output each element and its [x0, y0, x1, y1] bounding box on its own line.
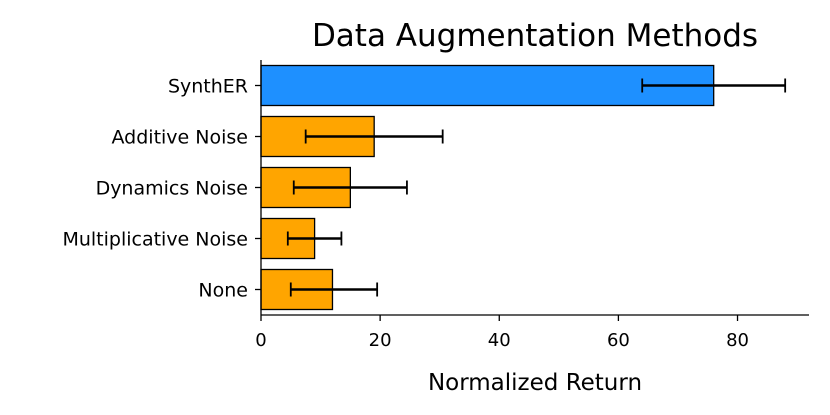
x-ticks: 0 20 40 60 80 — [255, 315, 749, 351]
x-tick-label: 80 — [726, 330, 749, 351]
error-bar — [292, 180, 408, 195]
y-tick-label: Additive Noise — [112, 127, 248, 149]
x-tick-label: 40 — [488, 330, 511, 351]
x-tick-label: 0 — [255, 330, 266, 351]
y-tick-label: None — [198, 280, 248, 302]
bar — [260, 64, 715, 107]
error-bar — [304, 129, 444, 144]
y-ticks: SynthER Additive Noise Dynamics Noise Multi… — [62, 76, 261, 302]
y-tick-label: Dynamics Noise — [96, 178, 248, 200]
y-tick-label: Multiplicative Noise — [62, 229, 248, 251]
x-axis-label: Normalized Return — [428, 370, 642, 396]
x-tick-label: 20 — [369, 330, 392, 351]
y-tick-label: SynthER — [168, 76, 248, 98]
error-bars-layer — [286, 78, 787, 297]
error-bar — [641, 78, 787, 93]
x-tick-label: 60 — [607, 330, 630, 351]
error-bar — [286, 231, 343, 246]
error-bar — [289, 282, 379, 297]
chart-title: Data Augmentation Methods — [312, 18, 758, 54]
